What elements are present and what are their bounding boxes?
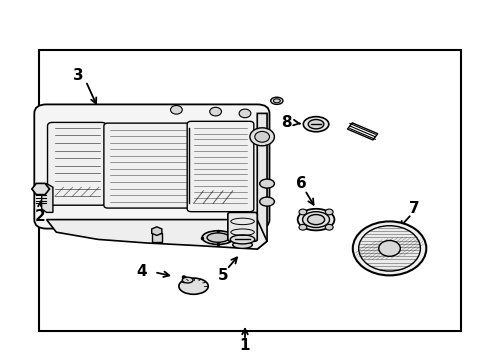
Text: 3: 3 xyxy=(73,68,84,83)
FancyBboxPatch shape xyxy=(228,212,257,241)
FancyBboxPatch shape xyxy=(34,104,270,229)
Bar xyxy=(347,123,378,140)
Ellipse shape xyxy=(260,179,274,188)
Ellipse shape xyxy=(270,97,283,104)
Circle shape xyxy=(210,107,221,116)
Text: 5: 5 xyxy=(218,268,228,283)
Ellipse shape xyxy=(233,241,252,248)
Text: 2: 2 xyxy=(35,208,46,224)
Ellipse shape xyxy=(202,231,234,244)
Text: 4: 4 xyxy=(137,264,147,279)
Ellipse shape xyxy=(303,212,330,228)
Ellipse shape xyxy=(260,197,274,206)
Ellipse shape xyxy=(207,233,229,242)
FancyBboxPatch shape xyxy=(104,123,193,208)
Circle shape xyxy=(255,131,270,142)
Polygon shape xyxy=(42,184,53,212)
FancyBboxPatch shape xyxy=(187,121,254,212)
Ellipse shape xyxy=(182,277,193,283)
Ellipse shape xyxy=(308,215,325,225)
Circle shape xyxy=(353,221,426,275)
Ellipse shape xyxy=(308,120,324,129)
Circle shape xyxy=(171,105,182,114)
Circle shape xyxy=(379,240,400,256)
FancyBboxPatch shape xyxy=(48,122,106,205)
Circle shape xyxy=(359,226,420,271)
Ellipse shape xyxy=(179,278,208,294)
Text: 6: 6 xyxy=(296,176,307,191)
Circle shape xyxy=(325,209,333,215)
Circle shape xyxy=(250,128,274,146)
Circle shape xyxy=(239,109,251,118)
Circle shape xyxy=(299,209,307,215)
Bar xyxy=(152,233,162,242)
Text: 1: 1 xyxy=(240,338,250,353)
Text: 8: 8 xyxy=(281,115,292,130)
Ellipse shape xyxy=(273,99,280,103)
Ellipse shape xyxy=(303,117,329,132)
Polygon shape xyxy=(257,113,267,249)
Bar xyxy=(39,50,461,331)
Circle shape xyxy=(299,224,307,230)
Ellipse shape xyxy=(298,209,335,230)
Circle shape xyxy=(325,224,333,230)
Text: 7: 7 xyxy=(409,201,419,216)
Ellipse shape xyxy=(230,235,255,244)
Polygon shape xyxy=(47,220,267,249)
